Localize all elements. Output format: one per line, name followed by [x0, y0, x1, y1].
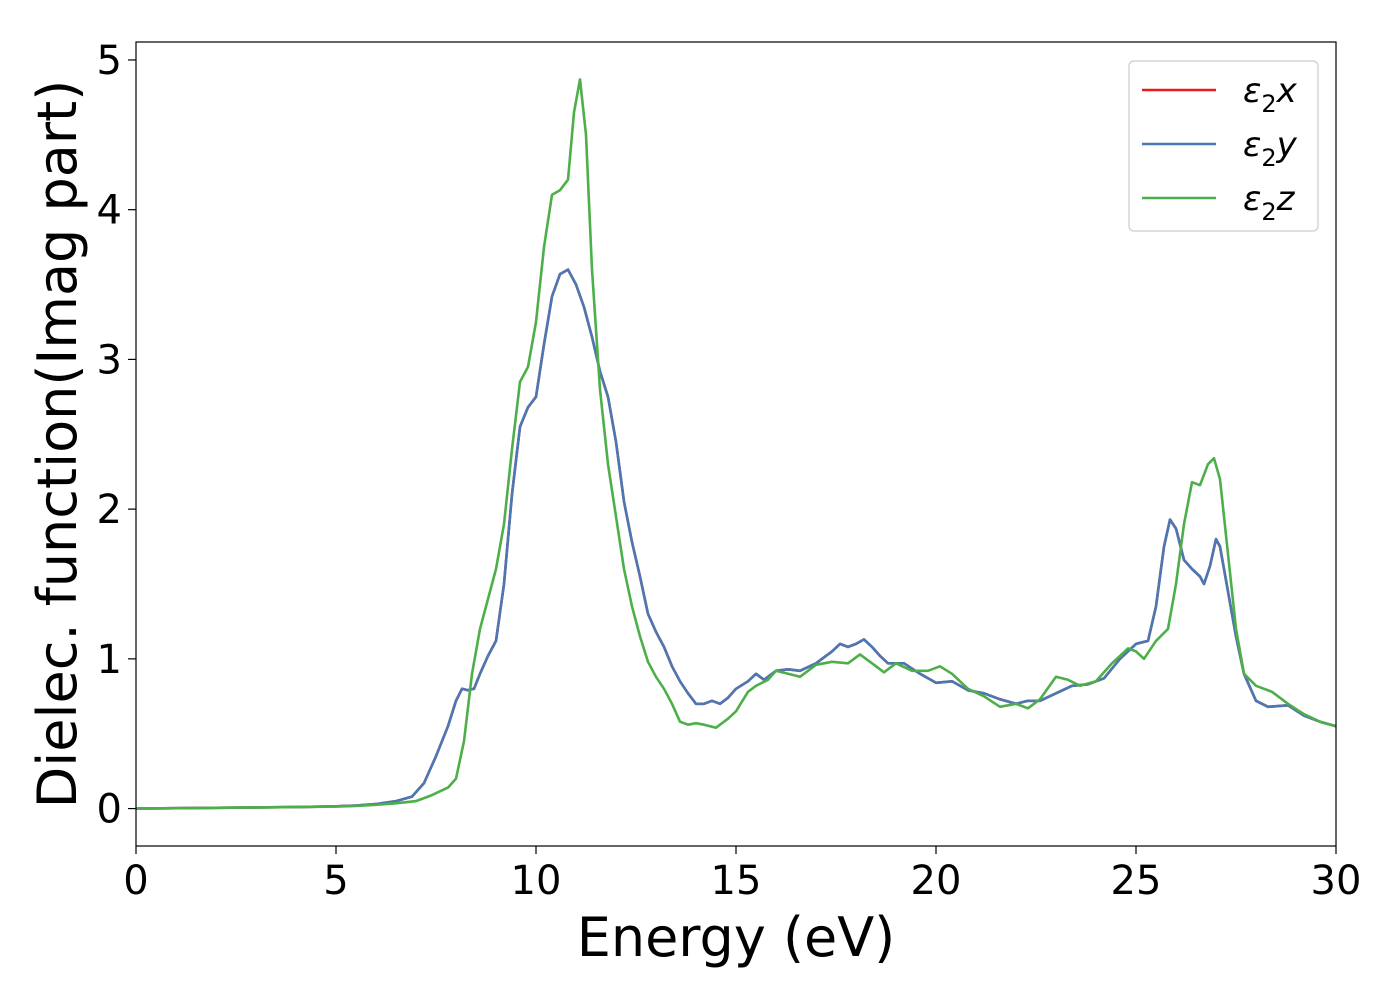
series-line-x: [135, 268, 1337, 810]
x-tick-label: 10: [511, 858, 562, 904]
axis-ticks: 0 5 10 15 20 25 30 0 1 2 3 4 5: [97, 38, 1362, 904]
legend-label-z: ε2z: [1243, 179, 1296, 226]
legend: ε2x ε2y ε2z: [1128, 60, 1319, 232]
x-tick-label: 20: [911, 858, 962, 904]
x-axis-title: Energy (eV): [577, 906, 896, 969]
y-tick-label: 2: [97, 487, 122, 533]
series-line-y: [135, 268, 1337, 810]
series-line-z: [135, 78, 1337, 810]
x-tick-label: 15: [711, 858, 762, 904]
x-tick-label: 5: [323, 858, 348, 904]
series-lines: [135, 78, 1337, 810]
y-tick-label: 4: [97, 188, 122, 234]
legend-label-x: ε2x: [1243, 71, 1298, 118]
x-tick-label: 0: [123, 858, 148, 904]
y-axis-title: Dielec. function(Imag part): [26, 80, 89, 809]
y-tick-label: 0: [97, 787, 122, 833]
y-tick-label: 5: [97, 38, 122, 84]
x-tick-label: 25: [1111, 858, 1162, 904]
y-tick-label: 1: [97, 637, 122, 683]
y-tick-label: 3: [97, 337, 122, 383]
x-tick-label: 30: [1311, 858, 1362, 904]
legend-label-y: ε2y: [1243, 125, 1298, 172]
legend-box: [1128, 60, 1319, 232]
